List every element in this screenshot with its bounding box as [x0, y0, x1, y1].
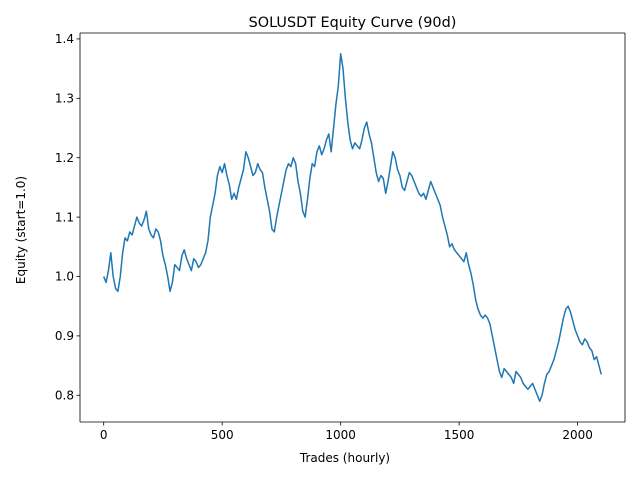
- x-tick-label: 500: [211, 428, 234, 442]
- x-tick-label: 1500: [444, 428, 475, 442]
- ticks-layer: 0 500 1000 1500 2000 0.8 0.9 1.0 1.1 1.2 1.3 1.4: [55, 32, 593, 442]
- axes-frame: [79, 32, 626, 423]
- x-tick-label: 2000: [562, 428, 593, 442]
- series-layer: [103, 53, 603, 402]
- plot-area: [80, 33, 625, 422]
- x-axis-label: Trades (hourly): [299, 451, 390, 465]
- series-line-0: [103, 53, 603, 402]
- y-tick-label: 1.3: [55, 92, 74, 106]
- y-tick-label: 1.2: [55, 151, 74, 165]
- x-tick-label: 0: [100, 428, 108, 442]
- y-tick-label: 0.9: [55, 329, 74, 343]
- chart-title: SOLUSDT Equity Curve (90d): [249, 15, 457, 31]
- y-tick-label: 1.1: [55, 210, 74, 224]
- y-tick-label: 1.4: [55, 32, 74, 46]
- x-tick-label: 1000: [325, 428, 356, 442]
- y-tick-label: 0.8: [55, 388, 74, 402]
- y-axis-label: Equity (start=1.0): [14, 176, 28, 284]
- y-tick-label: 1.0: [55, 270, 74, 284]
